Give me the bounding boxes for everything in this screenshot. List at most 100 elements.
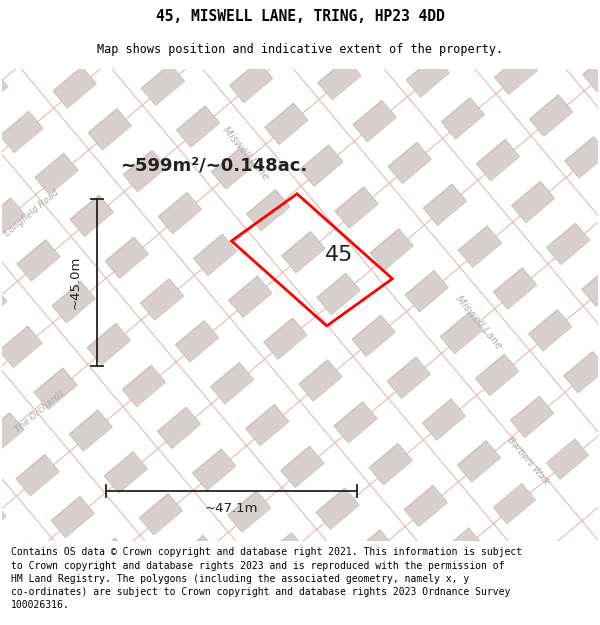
Text: Map shows position and indicative extent of the property.: Map shows position and indicative extent… xyxy=(97,42,503,56)
Polygon shape xyxy=(16,455,59,496)
Text: The Orchards: The Orchards xyxy=(13,388,66,434)
Polygon shape xyxy=(511,396,553,437)
Polygon shape xyxy=(317,274,360,315)
Polygon shape xyxy=(158,192,201,233)
Polygon shape xyxy=(175,321,218,361)
Polygon shape xyxy=(0,413,24,454)
Polygon shape xyxy=(371,14,415,56)
Polygon shape xyxy=(317,58,361,99)
Polygon shape xyxy=(263,532,305,573)
Polygon shape xyxy=(176,106,219,147)
Polygon shape xyxy=(229,276,272,318)
Polygon shape xyxy=(195,20,238,61)
Polygon shape xyxy=(159,193,202,234)
Polygon shape xyxy=(422,399,465,439)
Polygon shape xyxy=(512,182,555,223)
Polygon shape xyxy=(17,24,61,66)
Polygon shape xyxy=(299,145,343,186)
Polygon shape xyxy=(0,284,7,325)
Polygon shape xyxy=(282,232,325,273)
Polygon shape xyxy=(370,229,413,270)
Polygon shape xyxy=(0,412,23,453)
Polygon shape xyxy=(564,352,600,393)
Polygon shape xyxy=(229,61,272,102)
Polygon shape xyxy=(351,529,394,571)
Polygon shape xyxy=(19,26,61,66)
Polygon shape xyxy=(317,273,359,314)
Polygon shape xyxy=(530,96,573,136)
Polygon shape xyxy=(193,234,236,275)
Polygon shape xyxy=(423,184,466,225)
Polygon shape xyxy=(157,407,200,448)
Polygon shape xyxy=(105,237,148,278)
Polygon shape xyxy=(229,276,271,317)
Polygon shape xyxy=(546,439,589,479)
Polygon shape xyxy=(247,190,290,231)
Polygon shape xyxy=(88,108,131,149)
Polygon shape xyxy=(404,485,447,526)
Polygon shape xyxy=(230,62,273,102)
Polygon shape xyxy=(245,404,289,445)
Polygon shape xyxy=(477,140,520,181)
Polygon shape xyxy=(281,447,324,488)
Text: ~599m²/~0.148ac.: ~599m²/~0.148ac. xyxy=(120,156,307,174)
Polygon shape xyxy=(565,138,600,178)
Polygon shape xyxy=(440,312,483,353)
Polygon shape xyxy=(140,279,183,319)
Polygon shape xyxy=(194,235,237,276)
Polygon shape xyxy=(457,441,500,481)
Polygon shape xyxy=(104,452,148,493)
Polygon shape xyxy=(16,454,59,495)
Polygon shape xyxy=(122,365,165,406)
Polygon shape xyxy=(599,394,600,435)
Polygon shape xyxy=(547,8,590,49)
Polygon shape xyxy=(493,268,536,309)
Polygon shape xyxy=(334,402,377,443)
Polygon shape xyxy=(212,148,255,189)
Polygon shape xyxy=(352,315,395,356)
Polygon shape xyxy=(52,497,94,538)
Polygon shape xyxy=(175,536,218,577)
Polygon shape xyxy=(493,483,536,524)
Polygon shape xyxy=(475,354,518,395)
Polygon shape xyxy=(424,184,467,226)
Polygon shape xyxy=(281,231,325,272)
Polygon shape xyxy=(0,198,25,239)
Polygon shape xyxy=(106,22,149,63)
Polygon shape xyxy=(281,446,323,487)
Polygon shape xyxy=(52,282,95,323)
Polygon shape xyxy=(193,449,235,490)
Polygon shape xyxy=(123,150,166,191)
Polygon shape xyxy=(494,52,537,94)
Polygon shape xyxy=(422,399,466,441)
Polygon shape xyxy=(107,22,149,64)
Polygon shape xyxy=(34,369,77,409)
Polygon shape xyxy=(0,327,42,367)
Polygon shape xyxy=(582,266,600,307)
Polygon shape xyxy=(405,270,448,311)
Polygon shape xyxy=(158,408,201,449)
Polygon shape xyxy=(211,148,254,189)
Polygon shape xyxy=(70,195,113,236)
Polygon shape xyxy=(335,188,379,228)
Polygon shape xyxy=(69,409,112,451)
Polygon shape xyxy=(299,359,341,401)
Polygon shape xyxy=(388,357,431,399)
Polygon shape xyxy=(494,268,537,309)
Polygon shape xyxy=(476,355,519,396)
Text: 45: 45 xyxy=(325,245,353,265)
Polygon shape xyxy=(547,223,589,264)
Polygon shape xyxy=(441,98,484,138)
Polygon shape xyxy=(106,238,149,279)
Polygon shape xyxy=(263,533,306,574)
Polygon shape xyxy=(124,151,167,192)
Polygon shape xyxy=(388,142,431,183)
Polygon shape xyxy=(495,54,538,94)
Polygon shape xyxy=(458,441,501,483)
Polygon shape xyxy=(141,279,184,321)
Polygon shape xyxy=(0,70,8,111)
Polygon shape xyxy=(176,321,219,362)
Polygon shape xyxy=(353,100,396,141)
Polygon shape xyxy=(211,363,254,404)
Polygon shape xyxy=(0,111,43,152)
